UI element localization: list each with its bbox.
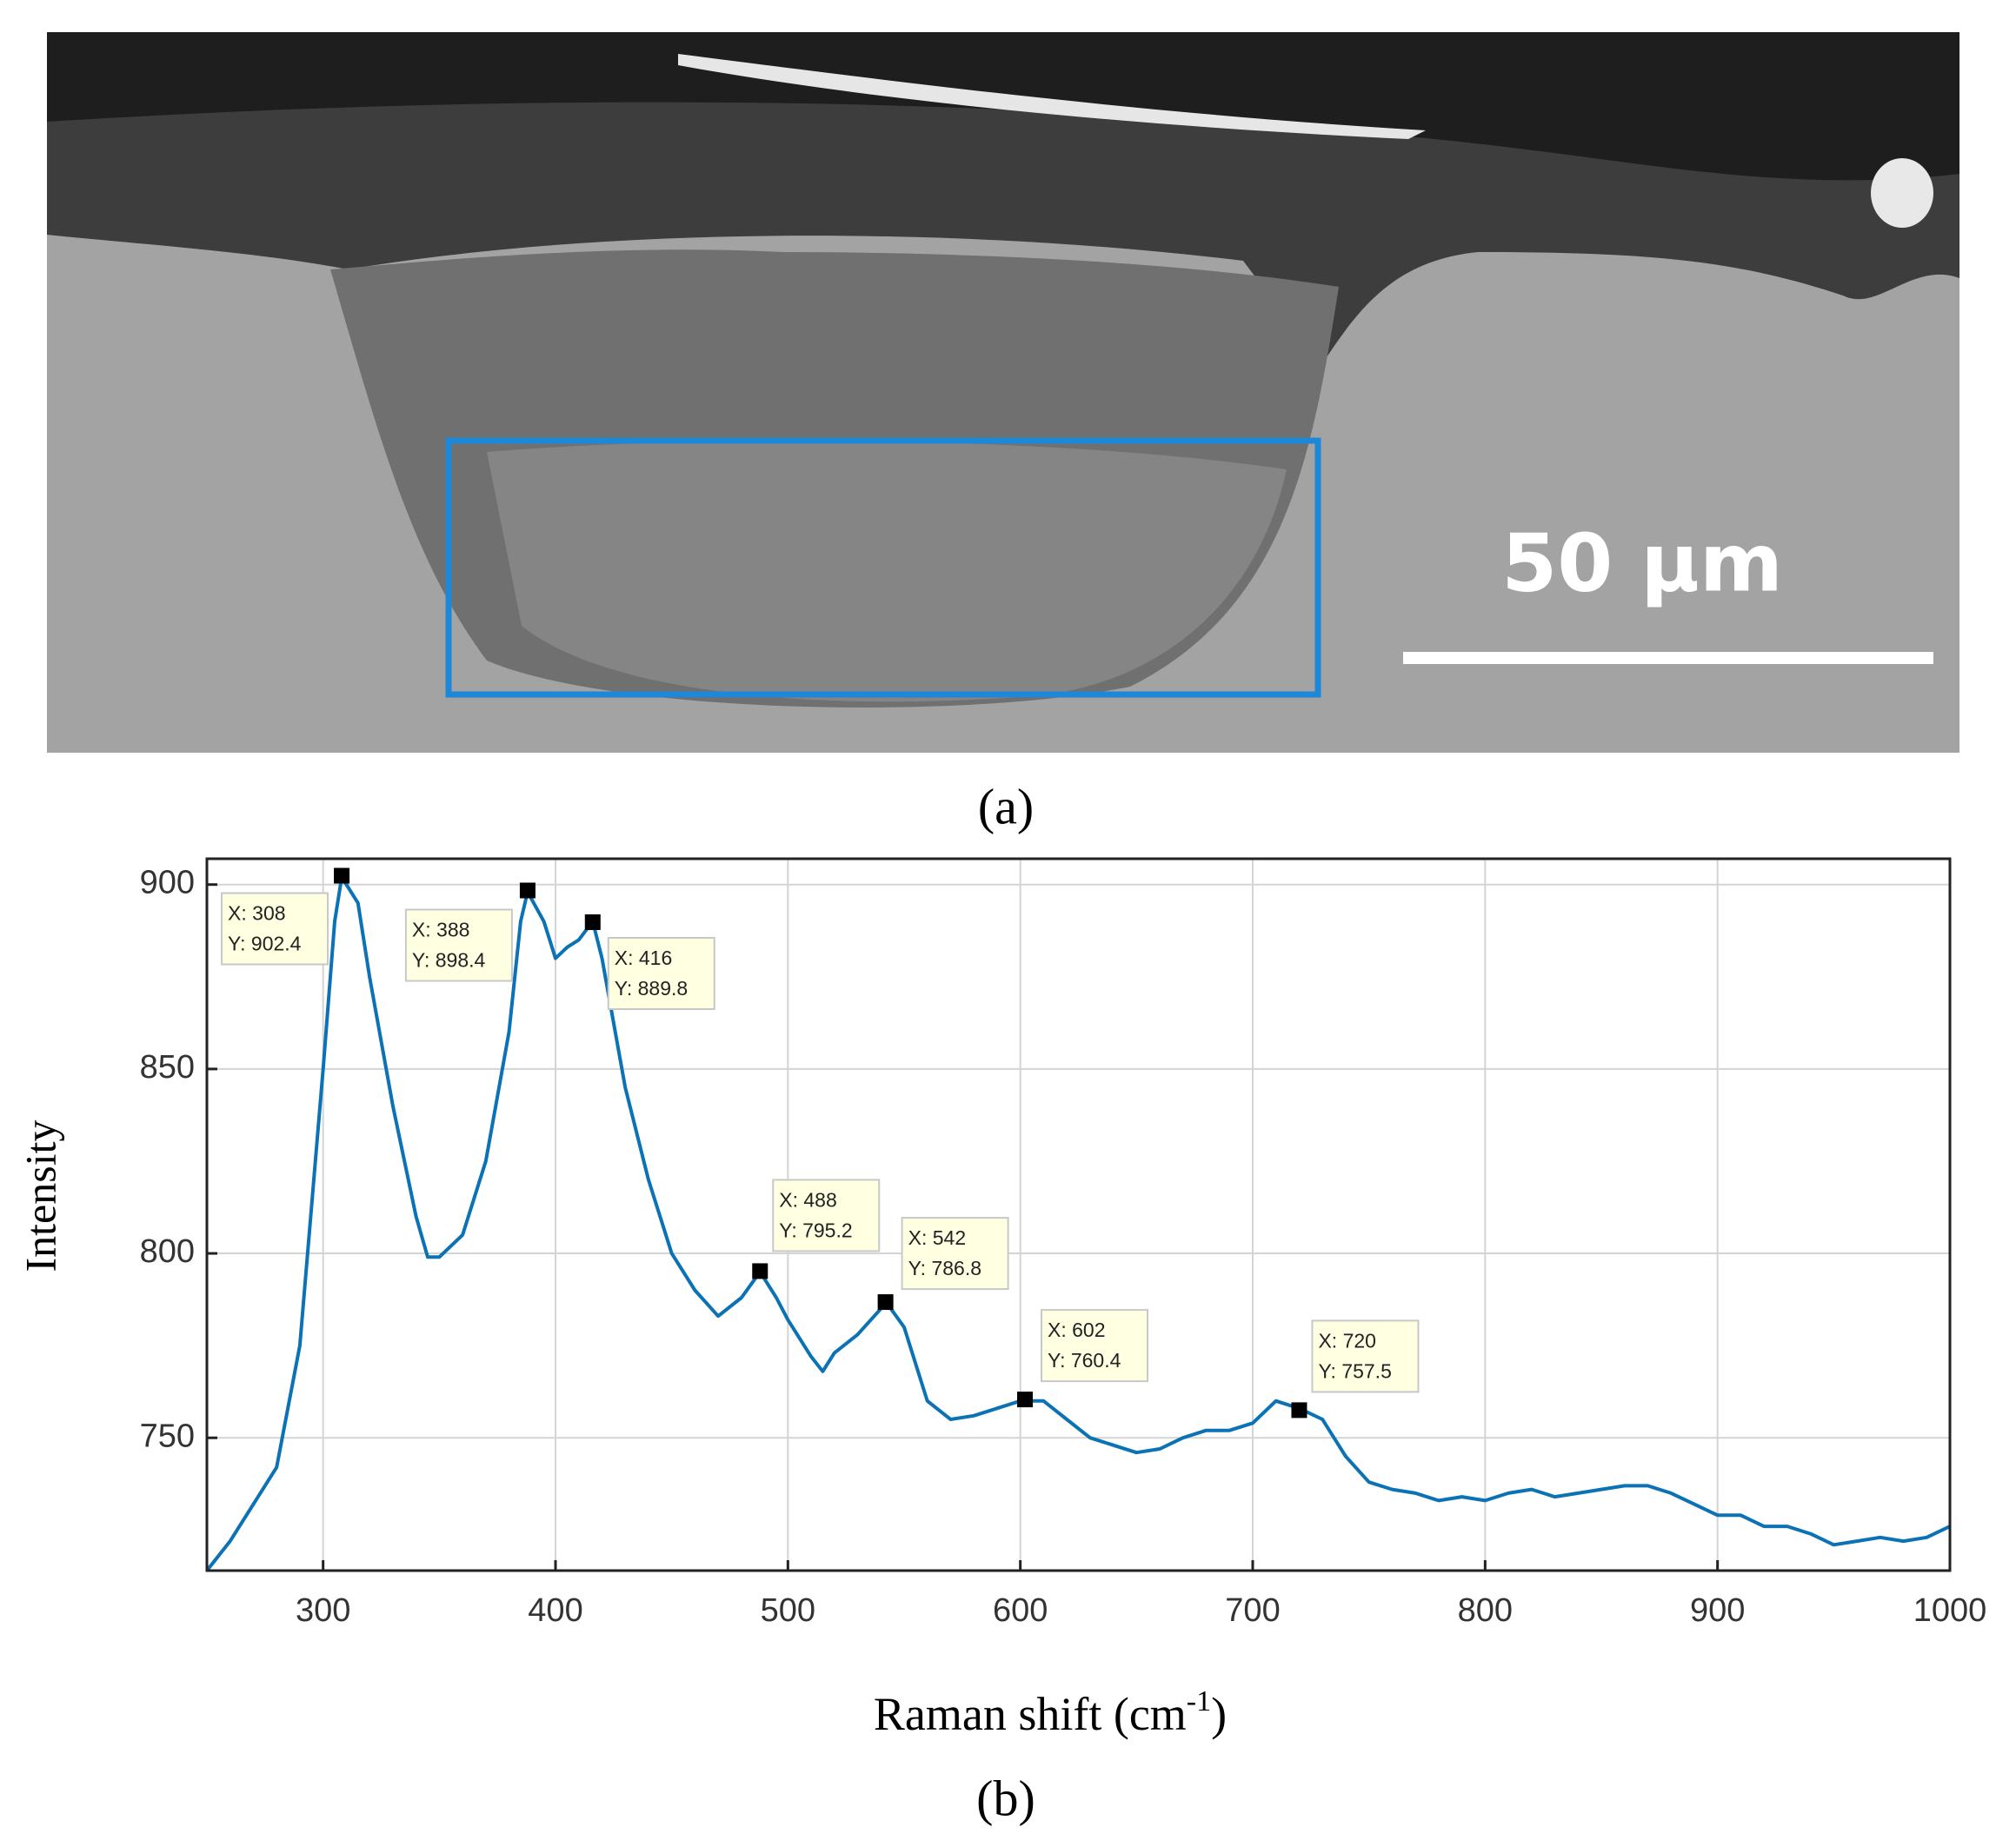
- datatip-marker: [752, 1263, 768, 1279]
- y-axis-label: Intensity: [16, 1120, 64, 1272]
- x-axis-label: Raman shift (cm-1): [874, 1685, 1227, 1741]
- x-tick-label: 400: [528, 1592, 582, 1629]
- particle: [1871, 158, 1933, 228]
- datatip-marker: [1017, 1392, 1034, 1408]
- x-label-text: Raman shift (cm: [874, 1688, 1187, 1740]
- datatip-x: X: 388: [412, 919, 470, 941]
- spectrum-line: [205, 875, 1951, 1572]
- datatip-box: [772, 1179, 881, 1252]
- datatip-y: Y: 902.4: [228, 933, 302, 955]
- y-tick-label: 900: [140, 865, 195, 901]
- caption-b: (b): [976, 1770, 1035, 1826]
- pit-floor: [487, 440, 1287, 702]
- x-tick-label: 1000: [1913, 1592, 1987, 1629]
- datatip-box: [221, 892, 329, 966]
- y-tick-label: 800: [140, 1233, 195, 1270]
- datatip-marker: [519, 882, 536, 899]
- y-tick-label: 750: [140, 1418, 195, 1454]
- caption-a: (a): [978, 778, 1034, 834]
- highlight-box: [445, 437, 1321, 698]
- datatip-box: [607, 936, 715, 1010]
- x-tick-label: 300: [296, 1592, 350, 1629]
- datatip-marker: [334, 867, 350, 884]
- x-tick-label: 700: [1225, 1592, 1280, 1629]
- datatip-x: X: 602: [1048, 1319, 1106, 1341]
- datatip-x: X: 488: [779, 1189, 837, 1212]
- plot-frame: [205, 857, 1952, 1572]
- x-tick-label: 500: [761, 1592, 815, 1629]
- datatip-x: X: 720: [1318, 1329, 1376, 1352]
- x-tick-label: 900: [1690, 1592, 1745, 1629]
- datatip-x: X: 542: [908, 1226, 967, 1249]
- y-tick-label: 850: [140, 1049, 195, 1086]
- x-tick-label: 800: [1458, 1592, 1513, 1629]
- datatip-y: Y: 898.4: [412, 949, 486, 972]
- datatip-y: Y: 786.8: [908, 1257, 981, 1279]
- datatip-y: Y: 757.5: [1318, 1359, 1391, 1382]
- datatip-y: Y: 889.8: [615, 977, 688, 1000]
- datatip-box: [1311, 1319, 1420, 1393]
- chart: 300 400 500 600 700 800 900 1000 750 800 850 900 X: …: [140, 857, 1987, 1629]
- datatip-marker: [584, 914, 601, 930]
- sem-image: 50 μm: [47, 32, 1959, 753]
- scale-bar-label: 50 μm: [1501, 516, 1783, 609]
- datatip-x: X: 416: [615, 947, 673, 969]
- datatip-box: [404, 908, 513, 982]
- datatip-box: [901, 1217, 1009, 1291]
- datatip-x: X: 308: [228, 902, 286, 925]
- x-tick-label: 600: [993, 1592, 1048, 1629]
- datatip-box: [1041, 1309, 1149, 1383]
- datatip-marker: [877, 1294, 894, 1311]
- datatip-marker: [1291, 1402, 1307, 1418]
- x-label-sup: -1: [1187, 1685, 1211, 1717]
- fiber: [678, 54, 1426, 139]
- x-label-end: ): [1211, 1688, 1227, 1740]
- datatip-y: Y: 795.2: [779, 1219, 852, 1242]
- datatip-y: Y: 760.4: [1048, 1349, 1121, 1372]
